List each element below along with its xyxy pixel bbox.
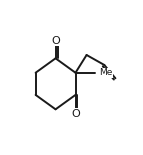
Text: O: O (51, 36, 60, 46)
Text: Me: Me (99, 68, 112, 77)
Text: O: O (71, 109, 80, 119)
